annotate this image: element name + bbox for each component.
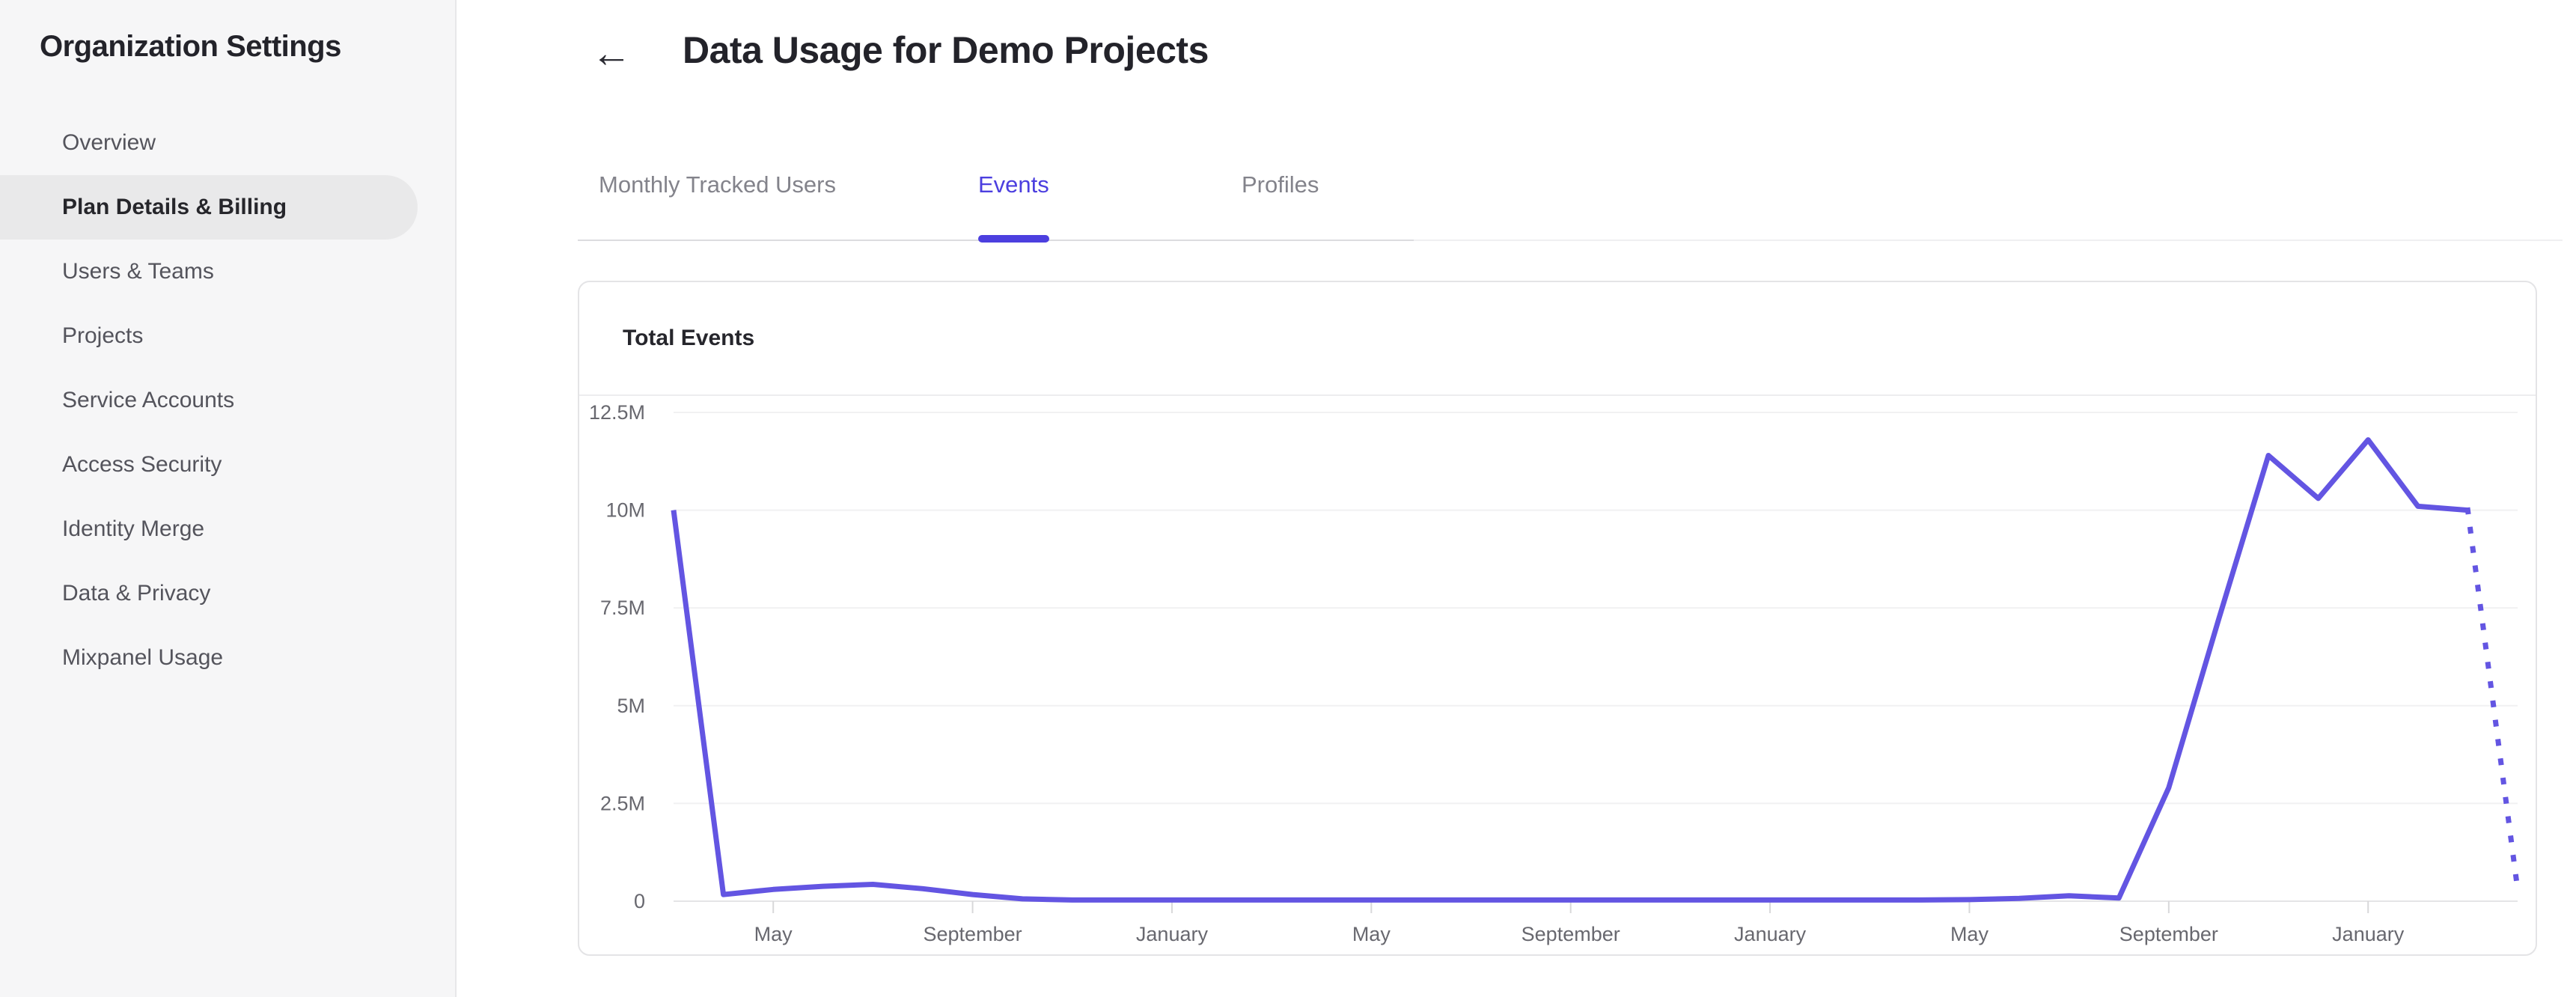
sidebar-nav: Overview Plan Details & Billing Users & Te… [0, 111, 457, 690]
svg-text:January: January [1734, 923, 1807, 945]
sidebar-item-projects[interactable]: Projects [62, 323, 144, 348]
svg-text:January: January [1136, 923, 1209, 945]
tab-profiles[interactable]: Profiles [1242, 171, 1319, 198]
svg-text:September: September [924, 923, 1022, 945]
back-arrow-icon[interactable]: ← [585, 27, 638, 79]
tab-monthly-tracked-users[interactable]: Monthly Tracked Users [599, 171, 836, 198]
svg-text:0: 0 [634, 890, 645, 912]
svg-text:10M: 10M [605, 499, 645, 522]
sidebar-item-access-security[interactable]: Access Security [62, 452, 222, 477]
svg-text:2.5M: 2.5M [600, 792, 645, 814]
sidebar-item-overview[interactable]: Overview [62, 130, 156, 155]
total-events-card: Total Events 0 2.5M 5M 7.5M 10M 12.5M May Septe… [578, 281, 2537, 956]
svg-text:7.5M: 7.5M [600, 597, 645, 619]
card-title: Total Events [623, 326, 755, 350]
sidebar-item-identity-merge[interactable]: Identity Merge [62, 516, 205, 541]
svg-text:September: September [1522, 923, 1620, 945]
svg-text:September: September [2119, 923, 2218, 945]
tab-events[interactable]: Events [978, 171, 1049, 198]
svg-text:May: May [1352, 923, 1391, 945]
active-tab-indicator [978, 235, 1049, 243]
sidebar-title: Organization Settings [40, 30, 341, 63]
svg-text:12.5M: 12.5M [589, 401, 645, 424]
svg-text:May: May [1950, 923, 1989, 945]
sidebar-item-service-accounts[interactable]: Service Accounts [62, 388, 235, 412]
header-divider [578, 240, 2563, 241]
sidebar: Organization Settings Overview Plan Detai… [0, 0, 457, 997]
sidebar-item-mixpanel-usage[interactable]: Mixpanel Usage [62, 645, 224, 670]
svg-text:January: January [2332, 923, 2405, 945]
svg-text:5M: 5M [617, 695, 645, 717]
svg-text:May: May [754, 923, 793, 945]
sidebar-item-users-teams[interactable]: Users & Teams [62, 259, 214, 284]
sidebar-item-plan-details-billing[interactable]: Plan Details & Billing [0, 175, 418, 240]
tab-bar: Monthly Tracked Users Events Profiles [578, 150, 1414, 243]
card-header: Total Events [579, 282, 2536, 396]
page-title: Data Usage for Demo Projects [683, 29, 1209, 71]
sidebar-item-data-privacy[interactable]: Data & Privacy [62, 581, 211, 606]
